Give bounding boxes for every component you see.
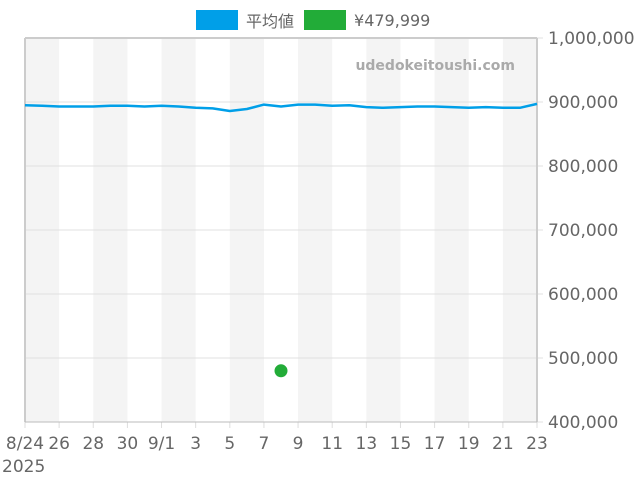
- legend-swatch-average: [196, 10, 238, 30]
- watermark: udedokeitoushi.com: [355, 58, 515, 74]
- x-tick-label: 23: [526, 434, 548, 454]
- x-tick-label: 26: [48, 434, 70, 454]
- x-tick-label: 8/24: [6, 434, 44, 454]
- legend-item-price[interactable]: ¥479,999: [304, 10, 430, 30]
- axes: [24, 37, 538, 423]
- x-axis-labels: 8/24 26 28 30 9/1 3 5 7 9 11 13 15 17 19 21 23 2025: [2, 434, 548, 477]
- y-tick-label: 400,000: [548, 413, 618, 433]
- legend-label-average: 平均値: [246, 12, 295, 31]
- legend-label-price: ¥479,999: [354, 10, 431, 30]
- x-tick-label: 5: [224, 434, 235, 454]
- x-tick-label: 13: [356, 434, 378, 454]
- y-tick-label: 700,000: [548, 221, 618, 241]
- x-tick-label: 11: [321, 434, 343, 454]
- y-tick-label: 800,000: [548, 157, 618, 177]
- price-point: [274, 364, 288, 378]
- y-tick-label: 600,000: [548, 285, 618, 305]
- y-tick-label: 500,000: [548, 349, 618, 369]
- average-price-line: [24, 102, 538, 113]
- series: [24, 102, 538, 378]
- x-tick-label: 17: [424, 434, 446, 454]
- legend-item-average[interactable]: 平均値: [196, 8, 294, 32]
- x-tick-label: 9/1: [148, 434, 175, 454]
- x-tick-label: 3: [190, 434, 201, 454]
- y-axis-labels: 1,000,000 900,000 800,000 700,000 600,000 500…: [548, 29, 635, 433]
- x-tick-label: 19: [458, 434, 480, 454]
- x-tick-label: 30: [117, 434, 139, 454]
- y-tick-label: 1,000,000: [548, 29, 635, 49]
- y-tick-label: 900,000: [548, 93, 618, 113]
- x-tick-label: 9: [293, 434, 304, 454]
- x-tick-label: 21: [492, 434, 514, 454]
- x-year-label: 2025: [2, 457, 45, 477]
- chart-legend: 平均値 ¥479,999: [196, 8, 440, 32]
- x-tick-label: 7: [259, 434, 270, 454]
- x-tick-label: 28: [82, 434, 104, 454]
- legend-swatch-price: [304, 10, 347, 30]
- x-tick-label: 15: [390, 434, 412, 454]
